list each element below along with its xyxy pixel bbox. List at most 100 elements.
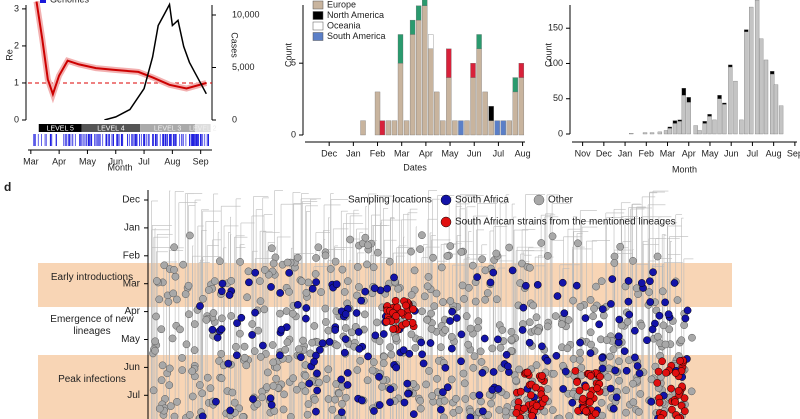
tree-node <box>267 283 275 291</box>
x-tick-label: Dec <box>596 148 613 158</box>
tree-node <box>427 309 435 318</box>
tree-node <box>305 379 314 388</box>
tree-node <box>226 406 235 415</box>
tree-node <box>225 291 234 299</box>
tree-node <box>386 385 395 394</box>
tree-node <box>615 315 624 324</box>
tree-tick-label: Apr <box>124 306 140 317</box>
tree-node <box>228 388 237 397</box>
tree-node <box>505 243 514 252</box>
tree-node <box>460 379 469 388</box>
line <box>104 2 207 120</box>
tree-node <box>538 342 546 351</box>
tree-node <box>410 266 419 275</box>
tree-node <box>267 401 276 409</box>
tree-node <box>483 289 492 297</box>
tree-node <box>572 281 581 290</box>
tree-node <box>680 394 689 402</box>
tree-node <box>198 389 207 398</box>
bar-segment <box>512 91 518 136</box>
tree-node <box>571 367 580 375</box>
tree-node <box>251 268 260 277</box>
tree-node <box>380 352 388 361</box>
tree-node <box>680 321 689 329</box>
tree-node <box>256 277 264 285</box>
tree-node <box>302 314 310 323</box>
tree-node <box>671 369 680 377</box>
legend-title: Sampling locations <box>348 195 432 206</box>
tree-node <box>457 357 465 366</box>
tree-node <box>386 343 394 351</box>
tree-node <box>217 325 226 333</box>
tree-node <box>671 398 680 406</box>
tree-node <box>382 317 391 326</box>
tree-node <box>622 386 630 395</box>
tree-node <box>553 292 562 300</box>
tree-node <box>152 312 160 321</box>
tree-node <box>612 393 621 402</box>
tree-node <box>276 309 284 318</box>
bar-segment <box>446 48 452 78</box>
tree-node <box>448 307 456 316</box>
x-tick-label: May <box>79 156 97 166</box>
tree-node <box>288 309 297 318</box>
bar-segment <box>733 80 738 135</box>
bar-segment <box>464 120 470 136</box>
tree-node <box>217 374 226 383</box>
tree-node <box>460 295 468 303</box>
tree-node <box>236 258 244 266</box>
tree-node <box>473 273 482 281</box>
tree-node <box>391 296 400 305</box>
tree-node <box>209 309 218 317</box>
bar-segment <box>677 119 682 122</box>
tree-node <box>400 398 409 407</box>
tree-node <box>322 375 331 383</box>
tree-node <box>428 392 437 400</box>
tree-node <box>529 301 538 310</box>
legend-swatch <box>440 194 452 206</box>
tree-node <box>302 288 311 297</box>
tree-node <box>386 398 394 407</box>
tree-node <box>360 310 369 319</box>
tree-node <box>407 291 416 299</box>
tree-node <box>378 382 386 391</box>
x-axis-label: Dates <box>403 162 427 172</box>
tree-node <box>577 363 586 372</box>
tree-node <box>597 398 606 407</box>
tree-node <box>364 352 372 361</box>
tree-node <box>549 369 558 378</box>
bar-segment <box>434 91 440 136</box>
tree-node <box>373 248 382 257</box>
tree-node <box>625 310 634 319</box>
y-axis-label: Count <box>283 43 293 68</box>
y2-tick-label: 0 <box>232 114 237 124</box>
tree-node <box>489 268 498 277</box>
tree-node <box>418 231 426 240</box>
tree <box>149 190 696 419</box>
tree-node <box>501 407 510 416</box>
tree-node <box>636 390 645 398</box>
tree-node <box>181 290 190 299</box>
tree-node <box>582 407 590 416</box>
bar-segment <box>415 19 422 136</box>
tree-node <box>312 278 320 286</box>
tree-node <box>432 289 441 298</box>
tree-node <box>423 282 432 291</box>
tree-node <box>370 407 378 415</box>
tree-node <box>447 332 456 341</box>
tree-node <box>579 394 587 403</box>
tree-node <box>240 353 249 362</box>
tree-node <box>279 405 288 414</box>
tree-node <box>560 309 569 318</box>
tree-node <box>441 326 450 334</box>
band-label: Peak infections <box>58 374 126 385</box>
tree-node <box>243 293 251 302</box>
tree-node <box>341 324 350 332</box>
tree-node <box>178 366 187 374</box>
tree-node <box>522 281 530 290</box>
tree-node <box>392 334 400 342</box>
tree-node <box>164 297 173 306</box>
tree-node <box>683 306 692 315</box>
tree-node <box>283 258 292 267</box>
